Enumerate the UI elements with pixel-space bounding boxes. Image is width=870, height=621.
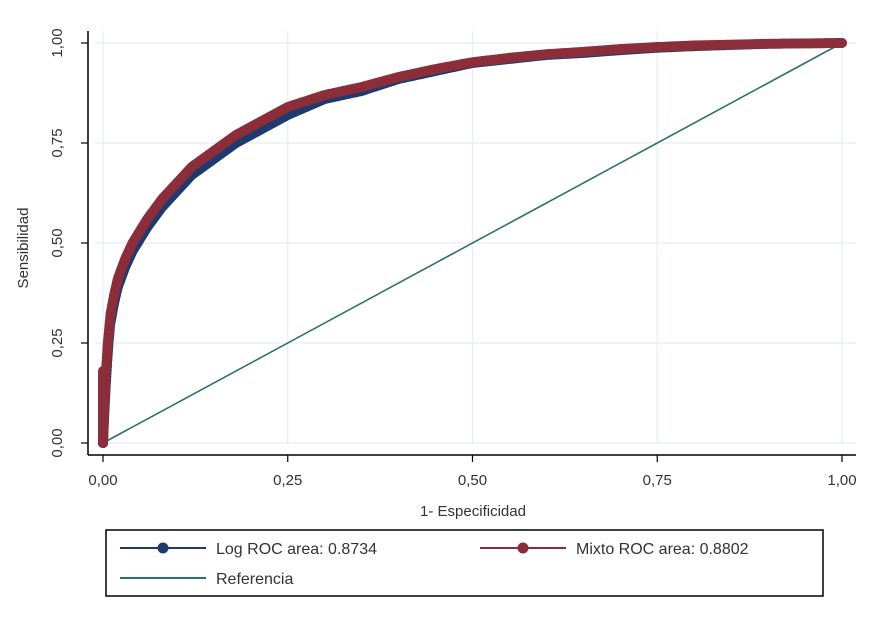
x-axis-label: 1- Especificidad bbox=[420, 503, 526, 520]
y-tick-label: 0,00 bbox=[49, 428, 66, 457]
legend-entry-referencia: Referencia bbox=[120, 571, 293, 588]
legend-swatch-marker-mixto bbox=[517, 542, 529, 554]
x-tick-label: 0,75 bbox=[643, 472, 672, 489]
y-axis-label: Sensibilidad bbox=[15, 208, 32, 289]
y-tick-label: 0,50 bbox=[49, 228, 66, 257]
legend-label-log: Log ROC area: 0.8734 bbox=[216, 541, 377, 558]
legend-entry-log: Log ROC area: 0.8734 bbox=[120, 541, 377, 558]
legend-label-referencia: Referencia bbox=[216, 571, 293, 588]
y-axis-ticks: 0,00 0,25 0,50 0,75 1,00 bbox=[49, 28, 88, 458]
legend-box bbox=[105, 529, 824, 597]
series-2 bbox=[102, 42, 843, 444]
y-tick-label: 0,75 bbox=[49, 128, 66, 157]
series-1 bbox=[98, 38, 847, 448]
series-point bbox=[98, 366, 108, 376]
y-tick-label: 0,25 bbox=[49, 328, 66, 357]
legend: Log ROC area: 0.8734 Mixto ROC area: 0.8… bbox=[105, 529, 824, 597]
series-layer bbox=[98, 38, 847, 448]
y-tick-label: 1,00 bbox=[49, 28, 66, 57]
x-tick-label: 0,25 bbox=[273, 472, 302, 489]
x-axis-ticks: 0,00 0,25 0,50 0,75 1,00 bbox=[88, 455, 857, 489]
legend-label-mixto: Mixto ROC area: 0.8802 bbox=[576, 541, 749, 558]
legend-entry-mixto: Mixto ROC area: 0.8802 bbox=[480, 541, 749, 558]
series-point bbox=[837, 38, 847, 48]
legend-swatch-marker-log bbox=[157, 542, 169, 554]
x-tick-label: 1,00 bbox=[827, 472, 856, 489]
series-line bbox=[102, 42, 843, 444]
x-tick-label: 0,00 bbox=[88, 472, 117, 489]
x-tick-label: 0,50 bbox=[458, 472, 487, 489]
